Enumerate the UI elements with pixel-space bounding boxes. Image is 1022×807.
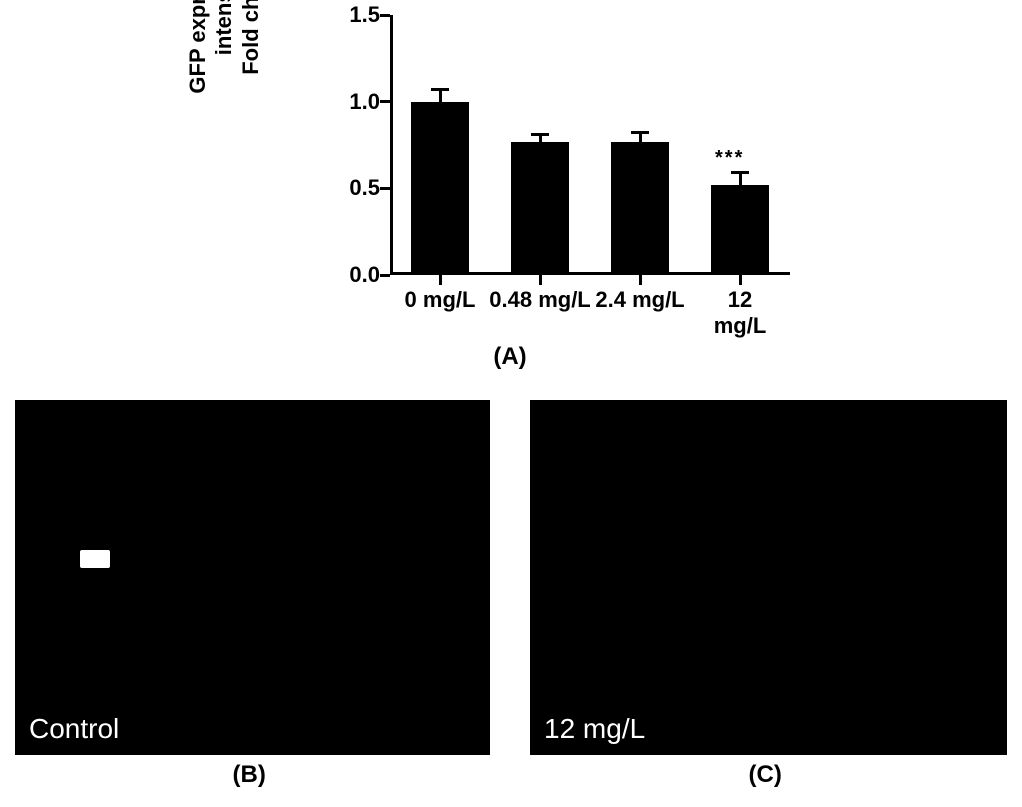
bar <box>711 185 769 272</box>
y-tick-label: 1.0 <box>349 89 380 115</box>
panel-b-text: Control <box>29 713 119 745</box>
plot-region: 0.00.51.01.50 mg/L0.48 mg/L2.4 mg/L12 mg… <box>390 15 790 275</box>
panel-a-label: (A) <box>180 343 840 371</box>
x-tick <box>439 275 442 285</box>
bar <box>411 102 469 272</box>
x-tick <box>739 275 742 285</box>
y-axis-label-line2: Fold change <box>238 0 264 140</box>
x-tick <box>639 275 642 285</box>
x-tick-label: 0 mg/L <box>405 287 476 313</box>
significance-label: *** <box>715 147 744 170</box>
y-tick-label: 1.5 <box>349 2 380 28</box>
x-tick-label: 12 mg/L <box>714 287 767 339</box>
y-axis-label-line1: GFP expression intensity <box>185 0 238 140</box>
y-tick <box>380 14 390 17</box>
x-tick-label: 2.4 mg/L <box>595 287 684 313</box>
panel-c-text: 12 mg/L <box>544 713 645 745</box>
x-tick <box>539 275 542 285</box>
panel-b-speck <box>80 550 110 568</box>
error-bar-stem <box>739 173 742 185</box>
panel-b-label: (B) <box>233 761 266 789</box>
error-bar-cap <box>631 131 649 134</box>
y-tick-label: 0.0 <box>349 262 380 288</box>
bar <box>511 142 569 272</box>
y-tick <box>380 274 390 277</box>
error-bar-cap <box>731 171 749 174</box>
x-tick-label: 0.48 mg/L <box>489 287 590 313</box>
panel-b-image: Control <box>15 400 490 755</box>
panel-c-image: 12 mg/L <box>530 400 1007 755</box>
x-axis-line <box>390 272 790 275</box>
error-bar-stem <box>439 90 442 102</box>
y-tick <box>380 100 390 103</box>
y-axis-line <box>390 15 393 275</box>
figure-root: GFP expression intensity Fold change 0.0… <box>0 0 1022 807</box>
y-tick-label: 0.5 <box>349 175 380 201</box>
panel-a: GFP expression intensity Fold change 0.0… <box>180 5 840 375</box>
error-bar-cap <box>431 88 449 91</box>
bar <box>611 142 669 272</box>
y-tick <box>380 187 390 190</box>
panel-c-label: (C) <box>749 761 782 789</box>
y-axis-label: GFP expression intensity Fold change <box>185 0 264 140</box>
error-bar-cap <box>531 133 549 136</box>
chart-area: GFP expression intensity Fold change 0.0… <box>310 5 810 315</box>
